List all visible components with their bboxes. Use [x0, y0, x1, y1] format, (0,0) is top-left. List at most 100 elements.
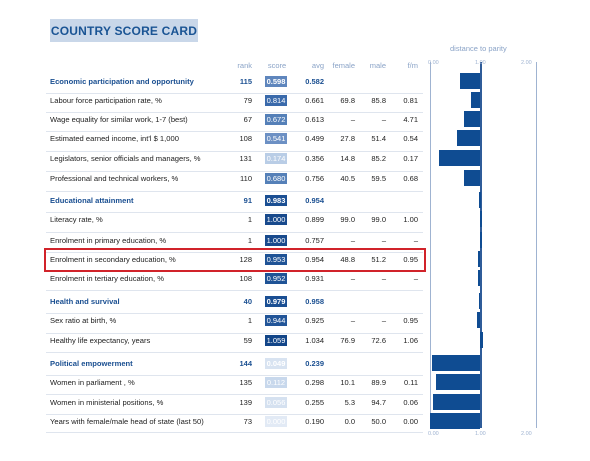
female-value: 10.1 — [340, 378, 355, 387]
female-value: 76.9 — [340, 336, 355, 345]
column-header-score: score — [267, 61, 287, 70]
score-value: 0.944 — [265, 315, 287, 326]
parity-bar — [432, 355, 480, 371]
rank-value: 144 — [239, 359, 252, 368]
score-value: 0.598 — [265, 76, 287, 87]
row-divider — [46, 313, 423, 314]
avg-value: 0.958 — [305, 297, 324, 306]
fm-value: 0.17 — [403, 154, 418, 163]
rank-value: 1 — [247, 236, 252, 245]
rank-value: 135 — [239, 378, 252, 387]
row-divider — [46, 131, 423, 132]
score-value: 0.979 — [265, 296, 287, 307]
avg-value: 0.190 — [305, 417, 324, 426]
avg-value: 0.954 — [305, 196, 324, 205]
indicator-label: Years with female/male head of state (la… — [50, 417, 204, 426]
row-divider — [46, 171, 423, 172]
male-value: 99.0 — [371, 215, 386, 224]
column-header-fm: f/m — [407, 61, 418, 70]
fm-value: 0.54 — [403, 134, 418, 143]
avg-value: 0.613 — [305, 115, 324, 124]
male-value: 85.2 — [371, 154, 386, 163]
score-value: 0.000 — [265, 416, 287, 427]
rank-value: 131 — [239, 154, 252, 163]
rank-value: 67 — [243, 115, 252, 124]
female-value: – — [350, 236, 355, 245]
rank-value: 73 — [243, 417, 252, 426]
parity-bar — [457, 130, 480, 146]
indicator-label: Sex ratio at birth, % — [50, 316, 117, 325]
column-header-avg: avg — [311, 61, 324, 70]
male-value: 51.2 — [371, 255, 386, 264]
female-value: – — [350, 274, 355, 283]
indicator-label: Women in parliament , % — [50, 378, 135, 387]
parity-bar — [478, 293, 481, 309]
score-value: 1.000 — [265, 235, 287, 246]
row-divider — [46, 112, 423, 113]
female-value: 40.5 — [340, 174, 355, 183]
rank-value: 108 — [239, 274, 252, 283]
avg-value: 0.582 — [305, 77, 324, 86]
avg-value: 0.899 — [305, 215, 324, 224]
female-value: 99.0 — [340, 215, 355, 224]
avg-value: 0.255 — [305, 398, 324, 407]
row-divider — [46, 93, 423, 94]
rank-value: 40 — [243, 297, 252, 306]
axis-tick-bottom-2: 2.00 — [521, 431, 532, 437]
male-value: 89.9 — [371, 378, 386, 387]
avg-value: 0.661 — [305, 96, 324, 105]
score-value: 0.814 — [265, 95, 287, 106]
score-value: 0.056 — [265, 397, 287, 408]
score-value: 0.983 — [265, 195, 287, 206]
avg-value: 0.757 — [305, 236, 324, 245]
female-value: 5.3 — [344, 398, 355, 407]
female-value: 14.8 — [340, 154, 355, 163]
distance-to-parity-title: distance to parity — [450, 44, 507, 53]
avg-value: 0.356 — [305, 154, 324, 163]
rank-value: 108 — [239, 134, 252, 143]
category-label: Health and survival — [50, 297, 120, 306]
rank-value: 128 — [239, 255, 252, 264]
category-label: Political empowerment — [50, 359, 133, 368]
parity-axis-zero — [430, 62, 431, 428]
row-divider — [46, 191, 423, 192]
avg-value: 1.034 — [305, 336, 324, 345]
fm-value: 0.11 — [403, 378, 418, 387]
parity-bar — [435, 374, 480, 390]
indicator-label: Labour force participation rate, % — [50, 96, 162, 105]
parity-bar — [464, 170, 480, 186]
male-value: 51.4 — [371, 134, 386, 143]
score-value: 0.174 — [265, 153, 287, 164]
indicator-label: Enrolment in primary education, % — [50, 236, 167, 245]
female-value: 48.8 — [340, 255, 355, 264]
rank-value: 91 — [243, 196, 252, 205]
parity-bar — [480, 232, 482, 248]
parity-bar — [477, 312, 480, 328]
row-divider — [46, 333, 423, 334]
parity-bar — [463, 111, 480, 127]
rank-value: 115 — [239, 77, 252, 86]
row-divider — [46, 375, 423, 376]
fm-value: 0.06 — [403, 398, 418, 407]
indicator-label: Wage equality for similar work, 1-7 (bes… — [50, 115, 188, 124]
male-value: 59.5 — [371, 174, 386, 183]
avg-value: 0.239 — [305, 359, 324, 368]
fm-value: 0.68 — [403, 174, 418, 183]
indicator-label: Professional and technical workers, % — [50, 174, 179, 183]
male-value: 50.0 — [371, 417, 386, 426]
score-value: 0.680 — [265, 173, 287, 184]
avg-value: 0.954 — [305, 255, 324, 264]
fm-value: 0.81 — [403, 96, 418, 105]
rank-value: 79 — [243, 96, 252, 105]
column-header-rank: rank — [237, 61, 252, 70]
axis-tick-top-0: 0.00 — [428, 60, 439, 66]
column-header-male: male — [369, 61, 386, 70]
rank-value: 1 — [247, 215, 252, 224]
fm-value: 1.06 — [403, 336, 418, 345]
fm-value: 1.00 — [403, 215, 418, 224]
category-label: Educational attainment — [50, 196, 134, 205]
distance-to-parity-chart — [428, 62, 538, 429]
row-divider — [46, 432, 423, 433]
score-value: 0.112 — [265, 377, 287, 388]
category-label: Economic participation and opportunity — [50, 77, 194, 86]
